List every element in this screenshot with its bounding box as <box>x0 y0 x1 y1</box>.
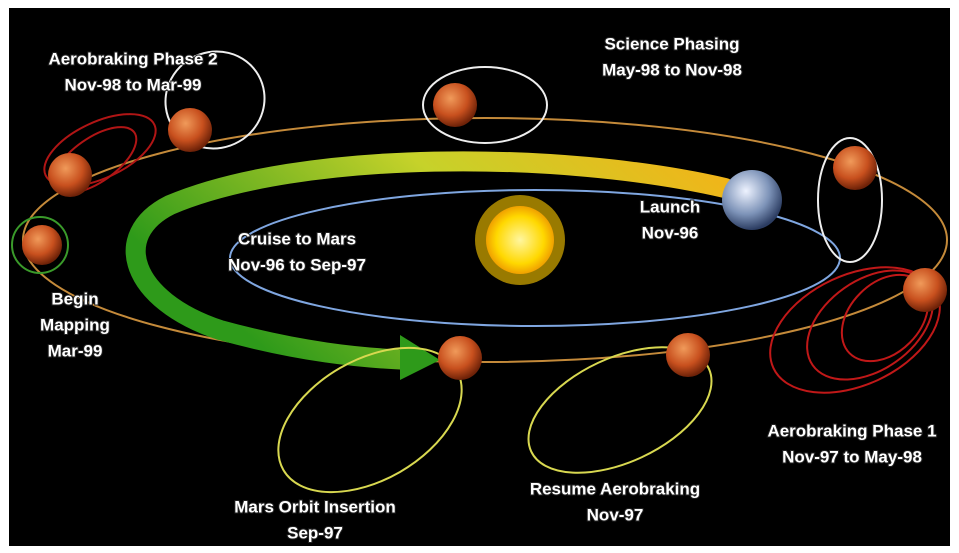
label-line: Aerobraking Phase 2 <box>48 49 217 68</box>
label-line: Resume Aerobraking <box>530 479 700 498</box>
label-line: Launch <box>640 197 700 216</box>
label-line: Science Phasing <box>604 34 739 53</box>
diagram: Aerobraking Phase 2 Nov-98 to Mar-99 Scien… <box>0 0 959 553</box>
sun <box>475 195 565 285</box>
label-line: Mapping <box>40 315 110 334</box>
label-line: Nov-97 to May-98 <box>782 447 922 466</box>
earth <box>722 170 782 230</box>
label-line: Nov-96 to Sep-97 <box>228 255 366 274</box>
label-line: Mars Orbit Insertion <box>234 497 396 516</box>
label-line: Begin <box>51 289 98 308</box>
label-line: Nov-98 to Mar-99 <box>65 75 202 94</box>
label-line: Sep-97 <box>287 523 343 542</box>
label-line: Nov-97 <box>587 505 644 524</box>
label-line: May-98 to Nov-98 <box>602 60 742 79</box>
label-line: Cruise to Mars <box>238 229 356 248</box>
label-line: Mar-99 <box>48 341 103 360</box>
label-line: Aerobraking Phase 1 <box>767 421 936 440</box>
label-line: Nov-96 <box>642 223 699 242</box>
